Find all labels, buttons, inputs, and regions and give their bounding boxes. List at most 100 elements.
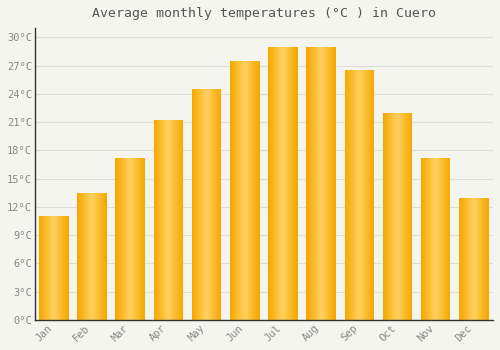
Bar: [197, 89, 198, 320]
Bar: [138, 158, 139, 320]
Bar: [398, 113, 399, 320]
Bar: [356, 70, 357, 320]
Bar: [463, 197, 464, 320]
Bar: [159, 120, 160, 320]
Bar: [220, 89, 222, 320]
Bar: [176, 120, 177, 320]
Bar: [361, 70, 362, 320]
Bar: [103, 193, 104, 320]
Bar: [131, 158, 132, 320]
Bar: [404, 113, 405, 320]
Bar: [459, 197, 460, 320]
Bar: [172, 120, 173, 320]
Bar: [402, 113, 404, 320]
Bar: [401, 113, 402, 320]
Bar: [245, 61, 246, 320]
Bar: [435, 158, 436, 320]
Bar: [257, 61, 258, 320]
Bar: [105, 193, 106, 320]
Bar: [233, 61, 234, 320]
Bar: [258, 61, 260, 320]
Bar: [465, 197, 466, 320]
Bar: [62, 216, 64, 320]
Bar: [90, 193, 92, 320]
Bar: [122, 158, 123, 320]
Bar: [125, 158, 126, 320]
Bar: [482, 197, 484, 320]
Bar: [297, 47, 298, 320]
Bar: [194, 89, 195, 320]
Bar: [195, 89, 196, 320]
Bar: [372, 70, 374, 320]
Bar: [269, 47, 270, 320]
Bar: [383, 113, 384, 320]
Bar: [132, 158, 133, 320]
Bar: [464, 197, 465, 320]
Bar: [160, 120, 161, 320]
Bar: [192, 89, 194, 320]
Bar: [216, 89, 217, 320]
Bar: [284, 47, 285, 320]
Bar: [234, 61, 236, 320]
Bar: [43, 216, 44, 320]
Bar: [328, 47, 330, 320]
Bar: [355, 70, 356, 320]
Bar: [486, 197, 487, 320]
Bar: [325, 47, 326, 320]
Bar: [293, 47, 294, 320]
Bar: [407, 113, 408, 320]
Bar: [154, 120, 155, 320]
Bar: [277, 47, 278, 320]
Bar: [170, 120, 172, 320]
Bar: [388, 113, 390, 320]
Bar: [252, 61, 253, 320]
Bar: [211, 89, 212, 320]
Bar: [436, 158, 438, 320]
Bar: [365, 70, 366, 320]
Bar: [61, 216, 62, 320]
Bar: [394, 113, 396, 320]
Bar: [292, 47, 294, 320]
Bar: [182, 120, 183, 320]
Bar: [391, 113, 392, 320]
Bar: [286, 47, 288, 320]
Bar: [196, 89, 197, 320]
Bar: [98, 193, 100, 320]
Bar: [236, 61, 238, 320]
Bar: [174, 120, 175, 320]
Bar: [288, 47, 289, 320]
Bar: [485, 197, 486, 320]
Bar: [426, 158, 427, 320]
Bar: [45, 216, 46, 320]
Bar: [178, 120, 180, 320]
Bar: [231, 61, 232, 320]
Bar: [290, 47, 291, 320]
Bar: [332, 47, 333, 320]
Bar: [289, 47, 290, 320]
Bar: [133, 158, 134, 320]
Bar: [354, 70, 355, 320]
Bar: [421, 158, 422, 320]
Bar: [430, 158, 432, 320]
Bar: [360, 70, 361, 320]
Bar: [56, 216, 58, 320]
Bar: [258, 61, 259, 320]
Bar: [202, 89, 203, 320]
Bar: [140, 158, 141, 320]
Bar: [249, 61, 250, 320]
Bar: [476, 197, 477, 320]
Bar: [411, 113, 412, 320]
Bar: [310, 47, 311, 320]
Bar: [319, 47, 320, 320]
Bar: [256, 61, 258, 320]
Bar: [462, 197, 463, 320]
Bar: [144, 158, 145, 320]
Bar: [410, 113, 411, 320]
Bar: [218, 89, 219, 320]
Bar: [424, 158, 426, 320]
Bar: [238, 61, 239, 320]
Bar: [275, 47, 276, 320]
Bar: [442, 158, 443, 320]
Bar: [460, 197, 461, 320]
Bar: [311, 47, 312, 320]
